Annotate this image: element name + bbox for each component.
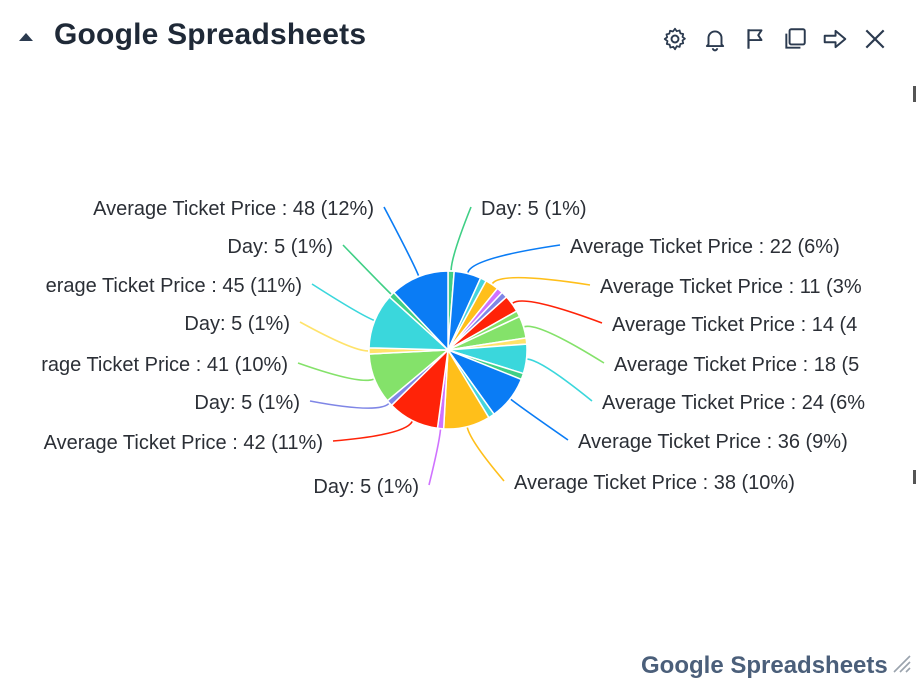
slice-label: Average Ticket Price : 42 (11%) <box>44 432 323 454</box>
collapse-triangle-icon[interactable] <box>16 28 36 48</box>
label-connector <box>524 325 605 364</box>
slice-label: Average Ticket Price : 18 (5 <box>614 354 859 376</box>
footer-link[interactable]: Google Spreadsheets <box>641 652 888 679</box>
slice-label: Average Ticket Price : 22 (6%) <box>570 236 840 258</box>
label-connector <box>383 206 420 276</box>
slice-label: Day: 5 (1%) <box>194 392 300 414</box>
label-connector <box>299 321 369 352</box>
slice-label: rage Ticket Price : 41 (10%) <box>41 354 288 376</box>
label-connector <box>297 362 374 382</box>
label-connector <box>466 427 505 482</box>
label-connector <box>491 276 591 286</box>
slice-label: Day: 5 (1%) <box>227 236 333 258</box>
label-connector <box>527 358 593 402</box>
slice-label: Day: 5 (1%) <box>313 476 419 498</box>
pie-chart-area: Day: 5 (1%) Average Ticket Price : 22 (6%… <box>0 72 916 642</box>
share-arrow-icon[interactable] <box>820 24 850 54</box>
slice-label: Average Ticket Price : 36 (9%) <box>578 431 848 453</box>
label-connector <box>510 398 569 441</box>
slice-label: erage Ticket Price : 45 (11%) <box>46 275 302 297</box>
copy-icon[interactable] <box>780 24 810 54</box>
slice-label: Average Ticket Price : 11 (3% <box>600 276 862 298</box>
label-connector <box>311 283 375 321</box>
bell-icon[interactable] <box>700 24 730 54</box>
label-connector <box>450 206 472 271</box>
label-connector <box>467 244 561 273</box>
resize-handle-icon[interactable] <box>890 652 912 674</box>
slice-label: Average Ticket Price : 48 (12%) <box>93 198 374 220</box>
pie-chart: Day: 5 (1%) Average Ticket Price : 22 (6%… <box>41 198 865 498</box>
scrollbar-mark <box>913 470 916 484</box>
slice-label: Average Ticket Price : 24 (6% <box>602 392 865 414</box>
flag-icon[interactable] <box>740 24 770 54</box>
close-icon[interactable] <box>860 24 890 54</box>
widget-title: Google Spreadsheets <box>54 18 367 51</box>
widget-toolbar <box>660 24 890 54</box>
slice-label: Average Ticket Price : 38 (10%) <box>514 472 795 494</box>
label-connector <box>512 300 603 324</box>
scrollbar-mark <box>913 86 916 102</box>
label-connector <box>332 421 413 442</box>
pie-slices <box>297 206 605 486</box>
gear-icon[interactable] <box>660 24 690 54</box>
slice-label: Average Ticket Price : 14 (4 <box>612 314 857 336</box>
pie-labels: Day: 5 (1%) Average Ticket Price : 22 (6%… <box>41 198 865 498</box>
label-connector <box>428 429 442 486</box>
slice-label: Day: 5 (1%) <box>184 313 290 335</box>
slice-label: Day: 5 (1%) <box>481 198 587 220</box>
label-connector <box>342 244 392 295</box>
label-connector <box>309 400 390 409</box>
widget-header: Google Spreadsheets <box>0 0 916 72</box>
pie-slice[interactable] <box>392 270 449 352</box>
